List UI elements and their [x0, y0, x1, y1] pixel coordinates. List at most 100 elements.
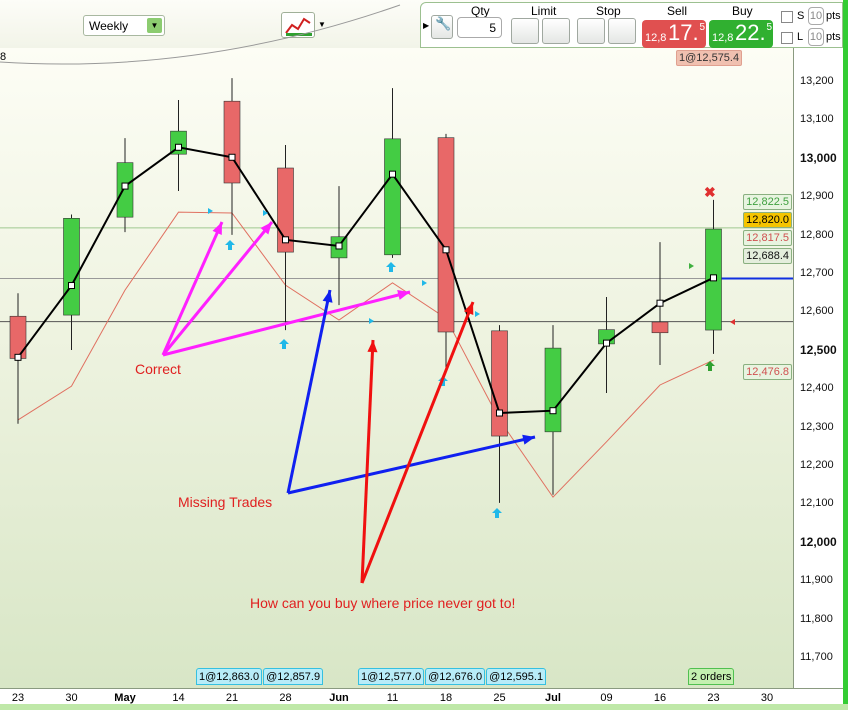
buy-price-frac: 5	[766, 22, 772, 33]
buy-button[interactable]: 12,8 22. 5	[709, 20, 773, 48]
order-marker[interactable]: @12,595.1	[486, 668, 547, 685]
fill-marker-icon	[475, 311, 480, 317]
qty-input[interactable]: 5	[457, 17, 502, 38]
time-tick-label: Jun	[329, 692, 349, 704]
candle-body	[491, 330, 508, 437]
arrowhead-icon	[522, 434, 535, 445]
indicator-point	[656, 299, 664, 307]
arrowhead-icon	[367, 340, 378, 353]
indicators-dropdown-icon[interactable]: ▼	[318, 20, 326, 29]
candle-body	[651, 321, 669, 334]
indicators-button[interactable]	[281, 12, 315, 38]
settings-wrench-button[interactable]: 🔧	[431, 15, 453, 39]
order-marker[interactable]: @12,676.0	[425, 668, 486, 685]
price-tick-label: 12,200	[800, 459, 834, 471]
current-price-tag: 12,820.0	[743, 212, 792, 228]
stop-pts-input[interactable]: 10	[808, 7, 824, 25]
candle-body	[544, 347, 562, 433]
time-tick-label: 16	[653, 692, 667, 704]
chevron-down-icon: ▼	[147, 18, 162, 33]
indicator-point	[549, 407, 557, 415]
timeframe-select[interactable]: Weekly ▼	[83, 15, 165, 36]
time-tick-label: 30	[760, 692, 774, 704]
stop-checkbox-label: S	[797, 10, 805, 22]
indicator-point	[14, 353, 22, 361]
stop-attached-button[interactable]	[577, 18, 605, 44]
sell-price-tag: 12,817.5	[743, 230, 792, 246]
fill-marker-icon	[730, 319, 735, 325]
expand-icon[interactable]: ▶	[423, 21, 430, 30]
price-tick-label: 12,500	[800, 342, 837, 357]
sell-price-prefix: 12,8	[645, 32, 667, 44]
indicator-point	[68, 282, 75, 290]
orders-count-marker[interactable]: 2 orders	[688, 668, 735, 685]
status-bar	[0, 704, 848, 710]
order-markers-group: 1@12,577.0 @12,676.0 @12,595.1	[358, 668, 547, 685]
fill-marker-icon	[263, 210, 268, 216]
close-x-icon: ✖	[704, 184, 716, 200]
limit-pts-input[interactable]: 10	[808, 28, 824, 46]
candle-body	[277, 167, 294, 253]
candle-body	[63, 218, 80, 316]
indicator-point	[710, 274, 717, 282]
stop-trailing-button[interactable]	[608, 18, 636, 44]
annotation-arrow	[162, 290, 411, 357]
candle-body	[116, 162, 134, 218]
order-marker[interactable]: 1@12,577.0	[358, 668, 425, 685]
fill-marker-icon	[422, 280, 427, 286]
annotation-arrow	[360, 301, 475, 584]
indicator-point	[603, 339, 610, 347]
sell-button[interactable]: 12,8 17. 5	[642, 20, 706, 48]
indicator-point	[496, 409, 503, 417]
order-marker[interactable]: 1@12,863.0	[196, 668, 263, 685]
limit-label: Limit	[531, 4, 557, 18]
arrowhead-icon	[322, 290, 333, 303]
order-markers-group: 2 orders	[688, 668, 735, 685]
price-tick-label: 13,100	[800, 113, 834, 126]
time-tick-label: 25	[493, 692, 506, 704]
sell-label: Sell	[667, 4, 688, 18]
candle-body	[9, 315, 27, 359]
price-axis	[793, 48, 843, 688]
indicator-point	[282, 236, 289, 244]
time-tick-label: 21	[225, 692, 239, 704]
time-tick-label: 14	[172, 692, 185, 704]
ma-price-tag: 12,476.8	[743, 364, 792, 380]
annotation-arrow	[286, 289, 332, 494]
time-tick-label: May	[114, 692, 136, 704]
price-tick-label: 11,800	[800, 612, 833, 625]
order-markers-group: 1@12,863.0 @12,857.9	[196, 668, 324, 685]
wrench-icon: 🔧	[435, 16, 452, 31]
indicator-line	[17, 146, 714, 415]
fill-marker-icon	[689, 263, 694, 269]
annotation-arrow	[161, 221, 274, 356]
price-tick-label: 13,000	[800, 150, 837, 165]
limit-attached-button[interactable]	[511, 18, 539, 44]
price-tick-label: 12,700	[800, 267, 834, 279]
arrowhead-icon	[463, 302, 474, 315]
buy-arrow-icon	[225, 240, 235, 250]
order-marker[interactable]: @12,857.9	[263, 668, 324, 685]
time-tick-label: Jul	[545, 692, 561, 704]
indicator-chart-icon	[285, 17, 312, 36]
annotation-arrow	[161, 221, 224, 356]
fill-marker-icon	[208, 208, 213, 214]
limit-trailing-button[interactable]	[542, 18, 570, 44]
buy-price-tag: 12,822.5	[743, 194, 792, 210]
stop-label: Stop	[596, 4, 621, 18]
limit-pts-label: pts	[826, 31, 841, 43]
price-tick-label: 13,200	[800, 75, 834, 87]
candle-body	[437, 137, 455, 333]
stop-checkbox[interactable]	[781, 11, 793, 23]
timeframe-value: Weekly	[89, 19, 129, 33]
time-axis-line	[0, 688, 843, 689]
buy-arrow-icon	[279, 339, 289, 349]
limit-checkbox[interactable]	[781, 32, 793, 44]
price-tick-label: 11,900	[800, 574, 833, 587]
price-tick-label: 12,300	[800, 420, 834, 433]
price-tick-label: 12,900	[800, 190, 834, 203]
position-tag[interactable]: 1@12,575.4	[676, 50, 743, 66]
window-border	[843, 0, 848, 710]
price-tick-label: 11,700	[800, 651, 833, 663]
